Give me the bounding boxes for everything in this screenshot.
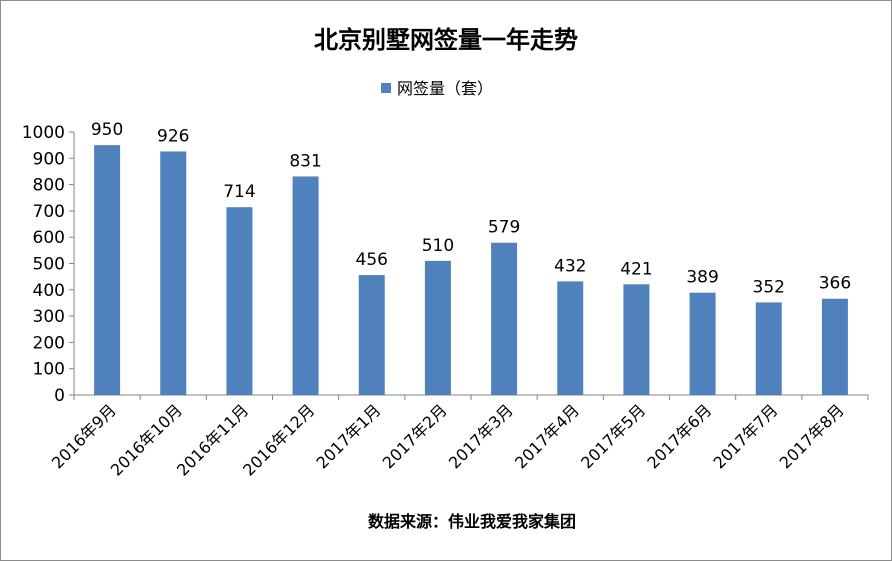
bar-value-label: 366 — [819, 274, 851, 294]
x-tick-label: 2017年6月 — [643, 400, 715, 472]
y-tick-label: 600 — [33, 228, 65, 248]
bar-value-label: 456 — [356, 250, 388, 270]
value-labels: 950 926 714 831 456 510 579 432 421 389 352 366 — [91, 120, 851, 297]
x-tick-label: 2017年7月 — [710, 400, 782, 472]
x-tick-label: 2016年12月 — [239, 400, 318, 479]
bar — [821, 298, 848, 395]
bar-value-label: 510 — [422, 236, 454, 256]
category-labels: 2016年9月2016年10月2016年11月2016年12月2017年1月20… — [48, 400, 848, 479]
chart-title: 北京别墅网签量一年走势 — [314, 26, 578, 54]
bar-value-label: 579 — [488, 218, 520, 238]
x-tick-label: 2017年5月 — [577, 400, 649, 472]
y-axis: 0 100 200 300 400 500 600 700 800 900 1000 — [22, 123, 75, 406]
bar — [623, 284, 650, 395]
bar-value-label: 389 — [686, 268, 718, 288]
bar-value-label: 421 — [620, 259, 652, 279]
bar — [160, 151, 187, 395]
bars — [94, 145, 848, 395]
bar — [557, 281, 584, 395]
bar-value-label: 714 — [223, 182, 255, 202]
bar — [358, 275, 385, 395]
y-tick-label: 800 — [33, 176, 65, 196]
y-tick-label: 0 — [54, 386, 65, 406]
x-tick-label: 2017年1月 — [313, 400, 385, 472]
legend-swatch — [381, 83, 391, 93]
bar — [689, 292, 716, 395]
bar-value-label: 352 — [753, 277, 785, 297]
x-tick-label: 2017年3月 — [445, 400, 517, 472]
y-tick-label: 400 — [33, 281, 65, 301]
y-tick-label: 700 — [33, 202, 65, 222]
legend: 网签量（套） — [381, 79, 493, 98]
y-tick-label: 500 — [33, 255, 65, 275]
x-tick-label: 2017年4月 — [511, 400, 583, 472]
bar — [424, 260, 451, 395]
bar — [292, 176, 319, 395]
x-tick-label: 2016年9月 — [48, 400, 120, 472]
bar — [491, 242, 518, 395]
bar — [755, 302, 782, 395]
x-axis — [73, 394, 869, 400]
bar-value-label: 432 — [554, 256, 586, 276]
bar-value-label: 950 — [91, 120, 123, 140]
y-tick-label: 200 — [33, 333, 65, 353]
legend-label: 网签量（套） — [397, 79, 493, 98]
y-tick-label: 100 — [33, 360, 65, 380]
y-tick-label: 1000 — [22, 123, 65, 143]
bar-value-label: 926 — [157, 126, 189, 146]
x-tick-label: 2017年2月 — [379, 400, 451, 472]
x-tick-label: 2017年8月 — [776, 400, 848, 472]
bar-value-label: 831 — [289, 151, 321, 171]
bar — [226, 207, 253, 395]
y-tick-label: 900 — [33, 149, 65, 169]
source-note: 数据来源：伟业我爱我家集团 — [368, 512, 576, 531]
bar — [94, 145, 121, 395]
y-tick-label: 300 — [33, 307, 65, 327]
